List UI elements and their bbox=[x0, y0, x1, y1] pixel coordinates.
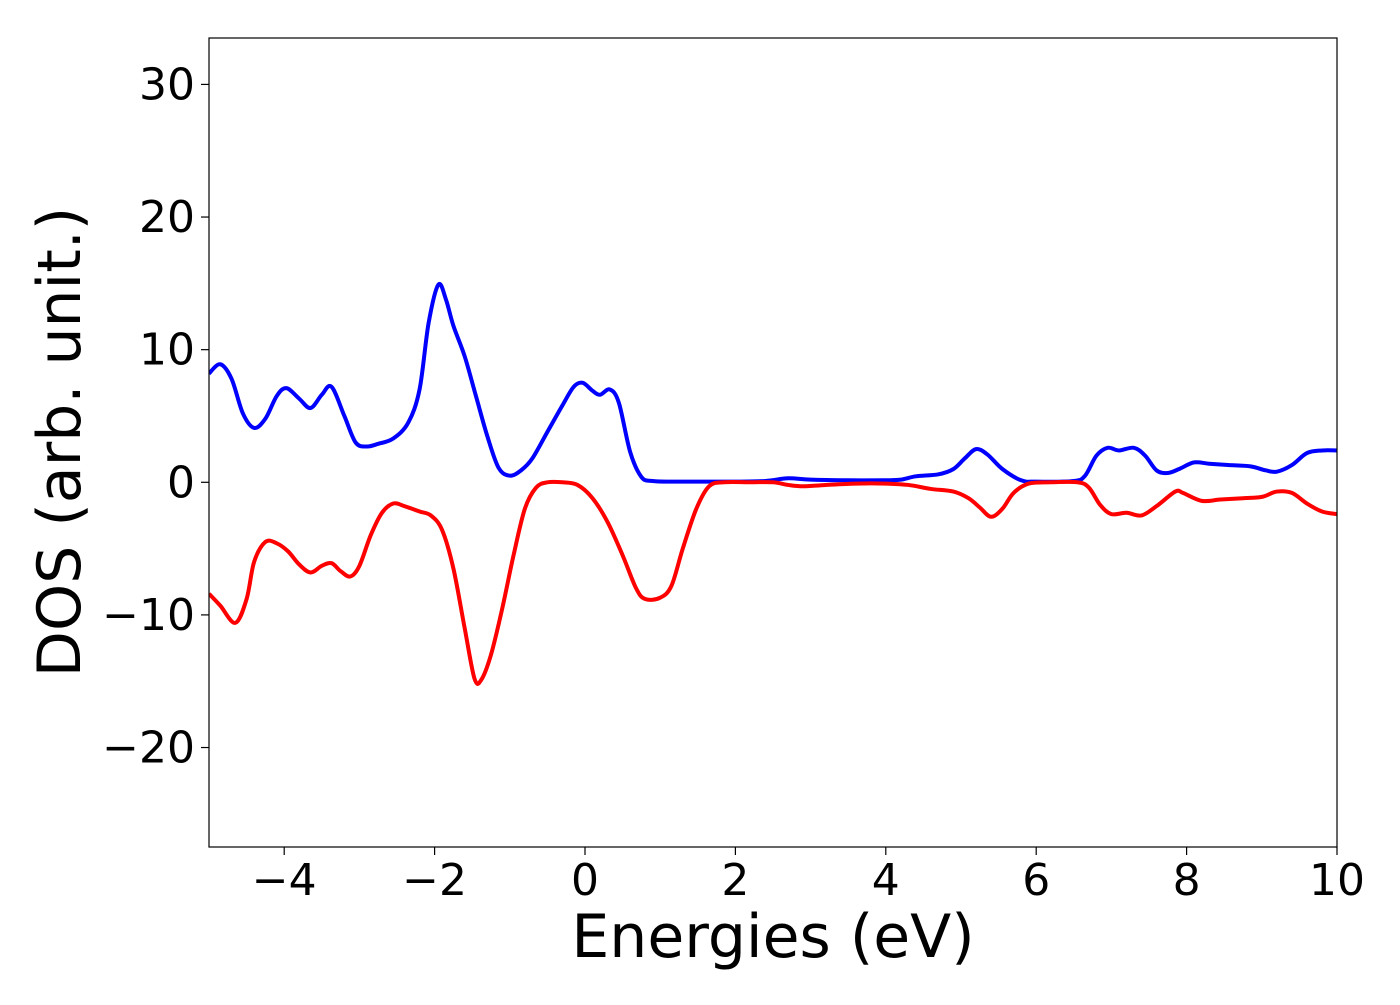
y-tick-label: −10 bbox=[102, 590, 195, 641]
x-tick-label: 2 bbox=[721, 855, 749, 906]
series-line-2 bbox=[209, 479, 1337, 686]
x-tick-label: 0 bbox=[571, 855, 599, 906]
y-tick-label: 30 bbox=[139, 59, 195, 110]
x-tick-label: 8 bbox=[1173, 855, 1201, 906]
x-tick-label: −2 bbox=[402, 855, 467, 906]
y-axis-label: DOS (arb. unit.) bbox=[25, 207, 95, 677]
x-tick-label: −4 bbox=[252, 855, 317, 906]
x-tick-label: 10 bbox=[1309, 855, 1365, 906]
series-layer bbox=[209, 281, 1337, 686]
y-tick-label: 0 bbox=[167, 457, 195, 508]
y-tick-label: 20 bbox=[139, 192, 195, 243]
x-tick-label: 4 bbox=[872, 855, 900, 906]
series-line-1 bbox=[209, 281, 1337, 484]
y-tick-label: 10 bbox=[139, 325, 195, 376]
plot-frame bbox=[208, 37, 1338, 848]
x-tick-label: 6 bbox=[1022, 855, 1050, 906]
y-tick-label: −20 bbox=[102, 723, 195, 774]
y-axis: −20 −10 0 10 20 30 bbox=[102, 59, 209, 774]
x-axis: −4 −2 0 2 4 6 8 10 bbox=[252, 847, 1365, 906]
x-axis-label: Energies (eV) bbox=[571, 902, 974, 972]
